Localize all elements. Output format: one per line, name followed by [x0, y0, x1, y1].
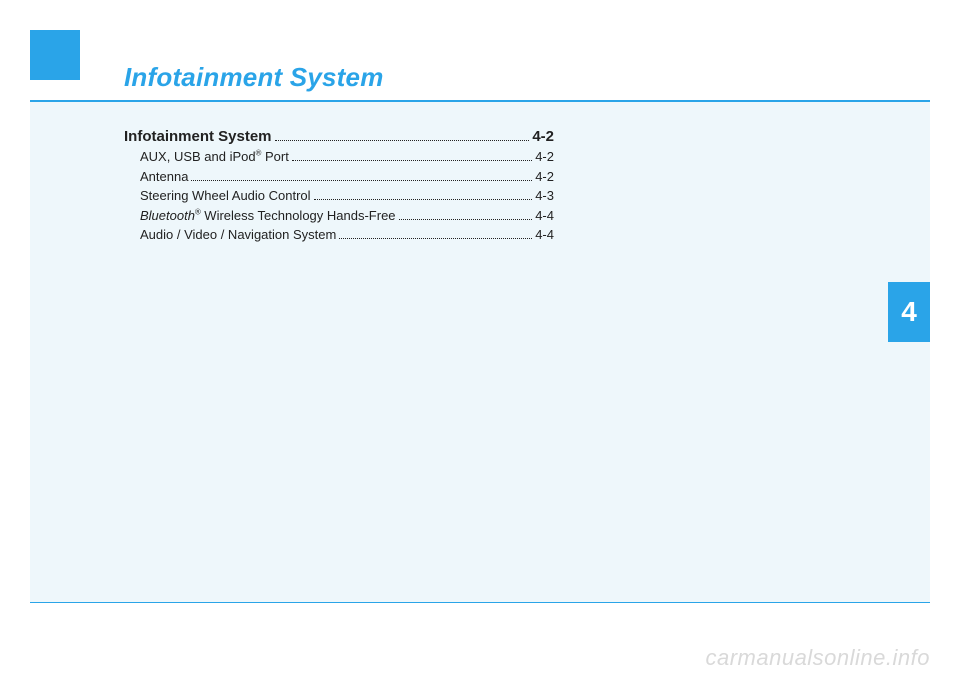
toc-sub-row: AUX, USB and iPod® Port 4-2	[140, 147, 554, 167]
toc-sub-label: Steering Wheel Audio Control	[140, 186, 311, 206]
watermark-text: carmanualsonline.info	[705, 645, 930, 671]
chapter-side-tab: 4	[888, 282, 930, 342]
leader-dots	[191, 180, 532, 181]
toc-sub-page: 4-4	[535, 225, 554, 245]
toc-sub-page: 4-4	[535, 206, 554, 226]
toc-sub-label: AUX, USB and iPod® Port	[140, 147, 289, 167]
leader-dots	[292, 160, 532, 161]
corner-accent-square	[30, 30, 80, 80]
toc-main-label: Infotainment System	[124, 128, 272, 145]
toc-sub-row: Bluetooth® Wireless Technology Hands-Fre…	[140, 206, 554, 226]
toc-sub-label-italic: Bluetooth	[140, 208, 195, 223]
toc-sub-page: 4-3	[535, 186, 554, 206]
page-title: Infotainment System	[124, 62, 384, 93]
leader-dots	[275, 140, 530, 141]
toc-sub-label-pre: AUX, USB and iPod	[140, 149, 256, 164]
toc-sub-label: Antenna	[140, 167, 188, 187]
toc-main-row: Infotainment System 4-2	[124, 128, 554, 145]
toc-sub-label-post: Wireless Technology Hands-Free	[201, 208, 396, 223]
toc-sub-page: 4-2	[535, 167, 554, 187]
page-root: Infotainment System Infotainment System …	[0, 0, 960, 689]
toc-main-page: 4-2	[532, 128, 554, 145]
table-of-contents: Infotainment System 4-2 AUX, USB and iPo…	[124, 128, 554, 245]
toc-sub-row: Steering Wheel Audio Control 4-3	[140, 186, 554, 206]
bottom-divider	[30, 602, 930, 603]
toc-sub-label: Bluetooth® Wireless Technology Hands-Fre…	[140, 206, 396, 226]
leader-dots	[399, 219, 533, 220]
leader-dots	[314, 199, 533, 200]
toc-sub-label: Audio / Video / Navigation System	[140, 225, 336, 245]
toc-sub-page: 4-2	[535, 147, 554, 167]
leader-dots	[339, 238, 532, 239]
toc-sub-row: Audio / Video / Navigation System 4-4	[140, 225, 554, 245]
toc-sub-row: Antenna 4-2	[140, 167, 554, 187]
toc-sub-label-post: Port	[261, 149, 288, 164]
